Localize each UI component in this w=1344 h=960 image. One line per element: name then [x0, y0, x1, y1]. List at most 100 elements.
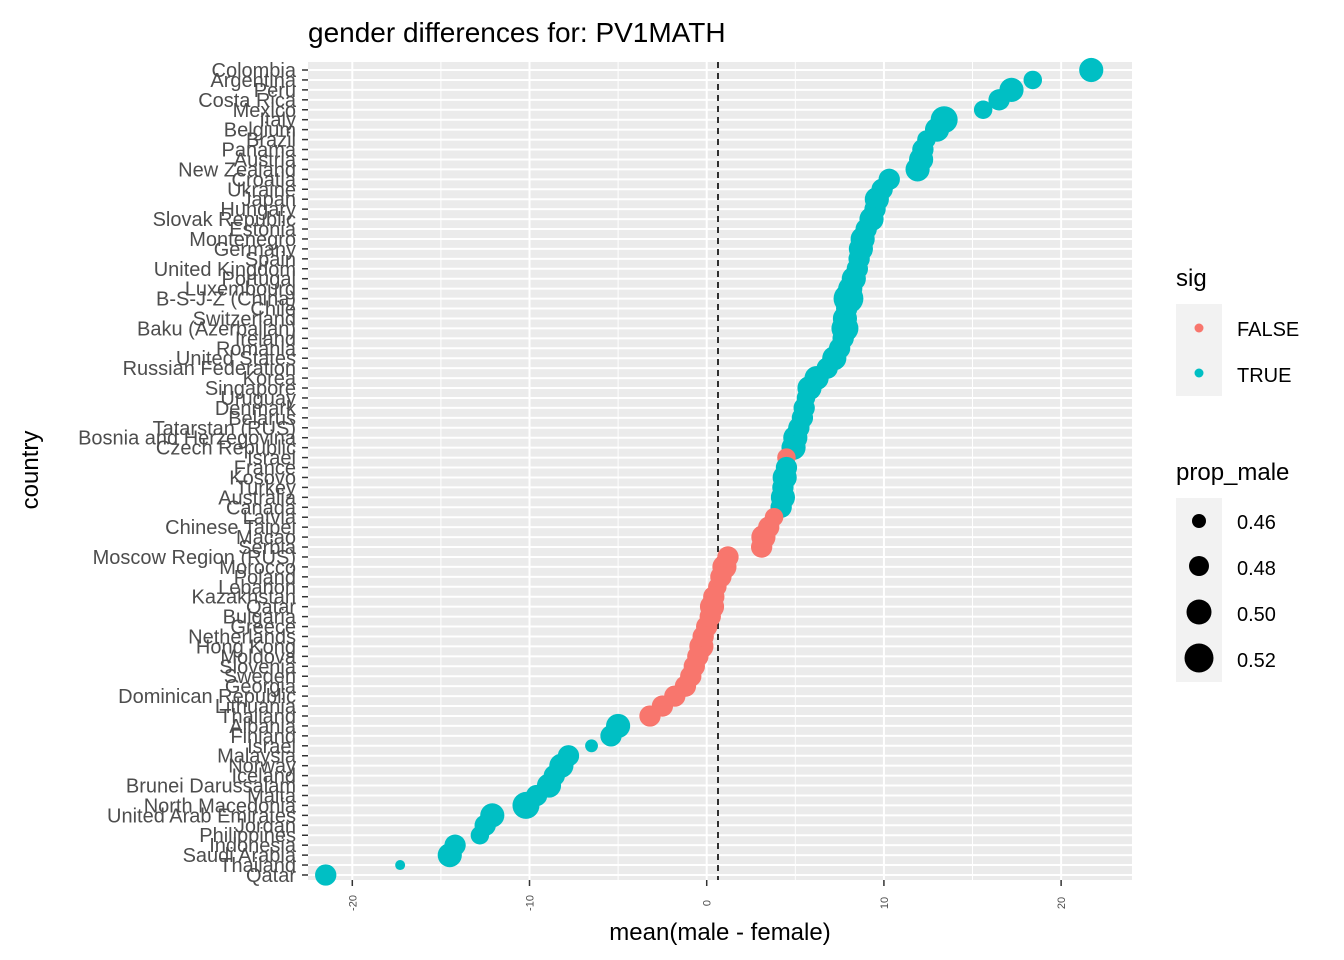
y-tick-label: Bosnia and Herzegovina [78, 428, 297, 450]
y-tick-label: France [234, 458, 296, 480]
legend-size-swatch-046 [1192, 514, 1206, 528]
y-tick-label: Tatarstan (RUS) [153, 418, 296, 440]
data-point [600, 725, 622, 747]
y-tick-label: Sweden [224, 666, 296, 688]
y-tick-label: Slovak Republic [153, 209, 296, 231]
y-tick-label: Kosovo [229, 467, 296, 489]
y-tick-label: Switzerland [193, 308, 296, 330]
x-tick-label: 10 [879, 897, 891, 909]
plot-panel [308, 62, 1132, 880]
data-point [470, 825, 490, 845]
y-tick-label: Russian Federation [123, 358, 296, 380]
legend-true-label: TRUE [1237, 365, 1291, 387]
y-tick-label: Montenegro [189, 229, 296, 251]
y-tick-label: Chile [250, 299, 296, 321]
y-tick-label: Lebanon [218, 577, 296, 599]
y-tick-label: Kazakhstan [191, 587, 296, 609]
y-tick-label: North Macedonia [144, 795, 297, 817]
x-axis: -20 -10 0 10 20 [347, 880, 1068, 911]
y-tick-label: Australia [218, 487, 297, 509]
y-tick-label: Albania [229, 716, 297, 738]
legend-size-label-046: 0.46 [1237, 512, 1276, 534]
y-tick-label: Luxembourg [185, 279, 296, 301]
y-tick-label: Portugal [222, 269, 297, 291]
data-point [750, 536, 773, 558]
y-tick-label: Israel [247, 448, 296, 470]
data-point [315, 864, 337, 886]
y-tick-label: Israel [247, 736, 296, 758]
y-tick-label: Macao [236, 527, 296, 549]
y-tick-label: Romania [216, 338, 297, 360]
data-point [585, 739, 598, 753]
y-tick-label: Qatar [246, 865, 296, 887]
data-point [905, 157, 930, 182]
y-tick-label: Slovenia [219, 656, 297, 678]
y-tick-label: Norway [228, 756, 296, 778]
y-tick-label: Georgia [225, 676, 297, 698]
y-tick-label: Malaysia [217, 746, 297, 768]
y-tick-label: Germany [214, 239, 296, 261]
legend-size-title: prop_male [1176, 459, 1289, 486]
y-tick-label: Morocco [219, 557, 296, 579]
y-tick-label: Singapore [205, 378, 296, 400]
y-tick-label: United States [176, 348, 296, 370]
y-tick-label: Qatar [246, 597, 296, 619]
y-axis-label: country [17, 431, 44, 510]
legend-false-label: FALSE [1237, 319, 1299, 341]
data-point [437, 843, 462, 868]
y-tick-label: Malta [247, 785, 297, 807]
y-tick-label: Argentina [210, 70, 296, 92]
y-tick-label: Indonesia [209, 835, 297, 857]
y-tick-label: Japan [242, 189, 297, 211]
y-tick-label: Jordan [235, 815, 296, 837]
legend-size-swatch-052 [1184, 643, 1214, 673]
y-tick-label: Finland [230, 726, 296, 748]
legend-false-swatch [1194, 323, 1204, 333]
y-tick-label: Canada [226, 497, 297, 519]
y-tick-label: Czech Republic [156, 438, 296, 460]
y-tick-label: Spain [245, 249, 296, 271]
data-point [973, 100, 993, 120]
y-tick-label: Latvia [243, 507, 297, 529]
y-tick-label: Moldova [220, 646, 296, 668]
y-tick-label: Colombia [212, 60, 297, 82]
y-tick-label: New Zealand [178, 159, 296, 181]
y-tick-label: United Arab Emirates [107, 805, 296, 827]
y-tick-label: Greece [230, 617, 296, 639]
y-tick-label: United Kingdom [154, 259, 296, 281]
y-tick-label: Hungary [220, 199, 296, 221]
data-point [395, 860, 406, 871]
y-tick-label: Moscow Region (RUS) [93, 547, 296, 569]
legend-size-label-052: 0.52 [1237, 650, 1276, 672]
y-tick-label: Iceland [232, 766, 297, 788]
y-tick-label: B-S-J-Z (China) [156, 289, 296, 311]
y-tick-label: Italy [259, 110, 296, 132]
y-tick-label: Belgium [224, 120, 296, 142]
y-tick-label: Thailand [219, 706, 296, 728]
legend-size-swatch-048 [1189, 556, 1209, 576]
y-tick-label: Hong Kong [196, 636, 296, 658]
y-tick-label: Brunei Darussalam [126, 776, 296, 798]
legend-color-key-bg [1176, 304, 1222, 396]
y-tick-label: Chinese Taipei [165, 517, 296, 539]
y-tick-label: Baku (Azerbaijan) [137, 318, 296, 340]
y-tick-label: Philippines [199, 825, 296, 847]
x-tick-label: 20 [1056, 897, 1068, 909]
y-tick-label: Bulgaria [223, 607, 297, 629]
y-tick-label: Korea [243, 368, 297, 390]
y-tick-label: Peru [254, 80, 296, 102]
y-tick-label: Dominican Republic [118, 686, 296, 708]
data-point [512, 791, 540, 819]
y-tick-label: Saudi Arabia [183, 845, 297, 867]
x-tick-label: -20 [347, 895, 359, 911]
y-tick-label: Austria [234, 149, 297, 171]
y-tick-label: Uruguay [220, 388, 296, 410]
data-point [988, 89, 1010, 111]
y-tick-label: Ukraine [227, 179, 296, 201]
x-tick-label: 0 [702, 900, 714, 906]
y-tick-label: Thailand [219, 855, 296, 877]
chart-title: gender differences for: PV1MATH [308, 17, 726, 48]
legend-size-swatch-050 [1186, 599, 1212, 625]
